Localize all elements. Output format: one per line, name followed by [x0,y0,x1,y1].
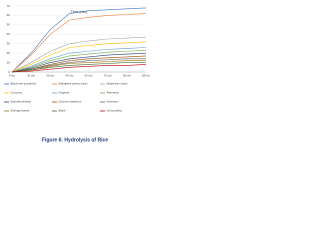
legend-label: Fragaria [59,91,70,95]
y-tick-label: 20 [7,51,11,55]
series-line [11,58,146,73]
legend-label: Chromolithic [107,109,123,113]
legend-label: Ocimum basilicum [59,100,83,104]
legend-label: Mangifera caesia (rare) [59,82,88,86]
series-line [11,62,146,73]
legend-label: Morinda citrifolia [11,100,32,104]
x-tick-label: 105 min [141,74,150,78]
legend-label: Averrhoa [107,100,119,104]
series-line [11,50,147,73]
series-line [11,64,147,73]
chart: Time (min) Figure 6: Hydrolysis of Rice … [0,0,150,150]
series-line [11,36,147,73]
x-tick-label: 30 min [46,74,54,78]
y-tick-label: 30 [7,42,11,46]
x-tick-label: 90 min [123,74,131,78]
figure-caption: Figure 6: Hydrolysis of Rice [42,137,108,143]
x-tick-label: 75 min [104,74,112,78]
y-tick-label: 40 [7,32,11,36]
legend-label: Curcuma [11,91,23,95]
legend-label: Black tree powdered [11,82,37,86]
series-line [11,52,147,73]
series-line [11,7,147,73]
y-tick-label: 60 [7,13,11,17]
series-line [11,41,147,73]
legend-label: Moringa leaves [11,109,31,113]
legend-label: Nephelium (rare) [107,82,128,86]
x-tick-label: 45 min [66,74,74,78]
y-tick-label: 10 [7,60,11,64]
legend-label: Blank [59,109,67,113]
legend-label: Alternaria [107,91,119,95]
y-tick-label: 70 [7,4,11,8]
x-tick-label: 60 min [85,74,93,78]
y-tick-label: 0 [8,70,10,74]
y-tick-label: 50 [7,23,11,27]
x-tick-label: 0 min [9,74,16,78]
series-line [11,47,147,73]
series-line [11,13,147,73]
x-tick-label: 15 min [27,74,35,78]
